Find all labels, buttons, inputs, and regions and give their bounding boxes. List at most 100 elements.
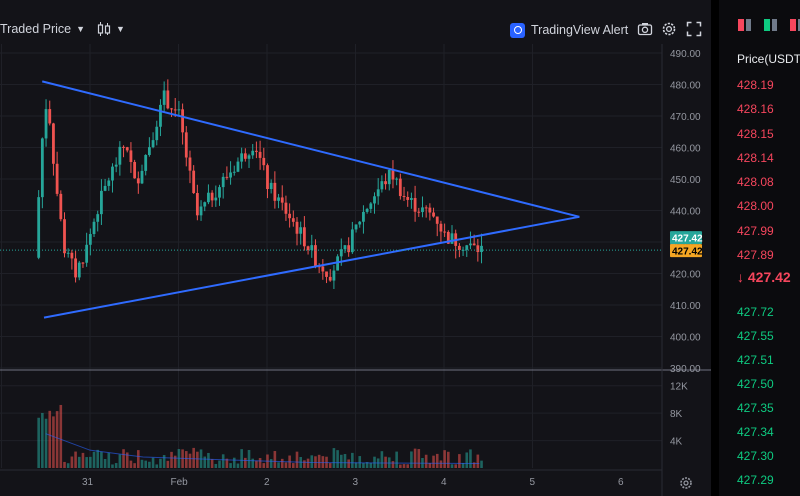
candle-body [133,161,137,179]
axis-settings-icon[interactable] [680,477,692,489]
volume-bar [391,461,395,468]
candle-body [40,138,44,198]
candle-body [48,109,52,124]
volume-bar [107,452,111,468]
candle-body [284,202,288,214]
price-tick-label: 490.00 [670,49,701,60]
gear-center [683,480,689,486]
bid-price[interactable]: 427.30 [737,449,774,463]
candle-body [232,171,236,173]
bid-price[interactable]: 427.55 [737,329,774,343]
volume-bar [125,452,129,468]
volume-bar [55,411,59,468]
candle-body [181,109,184,133]
volume-bar [262,463,266,468]
ask-price[interactable]: 427.89 [737,247,774,262]
candle-body [443,231,447,233]
candle-body [465,245,469,250]
volume-bar [402,464,406,468]
candle-body [100,190,103,215]
volume-bar [362,463,365,468]
candle-type-dropdown[interactable]: ▼ [97,22,125,36]
volume-bar [144,460,147,468]
volume-bar [284,462,288,468]
candle-body [410,198,413,200]
fullscreen-icon[interactable] [686,21,702,37]
settings-icon[interactable] [661,21,677,37]
time-tick-label: 31 [82,477,94,488]
candle-body [214,197,218,201]
volume-bar [336,450,339,468]
volume-bar [229,463,232,468]
candle-body [199,206,203,216]
volume-bar [214,463,218,468]
ask-price[interactable]: 428.08 [737,175,774,189]
price-tick-label: 480.00 [670,81,701,92]
candle-body [435,216,439,224]
candle-body [380,181,384,190]
bid-price[interactable]: 427.72 [737,305,774,319]
candle-body [413,198,417,212]
candle-body [376,189,380,197]
candle-body [469,243,472,246]
volume-bar [240,449,243,468]
bid-price[interactable]: 427.34 [737,425,774,439]
volume-bar [70,456,74,468]
candle-body [247,155,251,159]
ask-price[interactable]: 428.16 [737,102,774,117]
candle-body [74,258,77,278]
volume-bar [373,456,376,468]
volume-bar [332,448,336,468]
candle-body [77,262,81,278]
candle-body [85,244,89,263]
volume-bar [347,459,350,468]
volume-bar [100,451,103,468]
volume-bar [358,456,362,468]
both-sides-view-icon[interactable] [738,19,752,31]
volume-bar [92,451,96,468]
candle-body [140,170,144,184]
ask-price[interactable]: 428.19 [737,78,774,92]
bid-price[interactable]: 427.35 [737,401,774,415]
candle-body [125,147,129,151]
bids-view-icon[interactable] [764,19,778,31]
chart-panel[interactable]: 490.00480.00470.00460.00450.00440.00430.… [0,0,711,496]
volume-bar [413,448,417,468]
ask-price[interactable]: 427.99 [737,223,774,238]
volume-bar [424,454,428,468]
volume-bar [354,462,358,468]
volume-bar [41,412,44,468]
triangle-lower-line [43,215,580,319]
ask-price[interactable]: 428.14 [737,150,774,165]
volume-bar [173,455,177,468]
camera-icon[interactable] [637,21,653,37]
ask-price[interactable]: 428.00 [737,199,774,214]
volume-bar [196,451,199,468]
volume-bar [140,459,144,468]
candle-body [70,252,74,259]
price-tag-upper-bg [670,231,702,245]
bid-price[interactable]: 427.51 [737,353,774,367]
asks-view-icon[interactable] [790,19,800,31]
candle-body [151,140,155,148]
ask-price[interactable]: 428.15 [737,126,774,141]
tradingview-alert-button[interactable]: TradingView Alert [510,20,628,40]
candle-body [81,262,85,264]
bid-price[interactable]: 427.50 [737,377,774,391]
volume-bar [395,451,398,468]
volume-bar [151,457,155,468]
volume-bar [417,449,421,468]
candle-body [358,221,362,225]
volume-bar [251,458,255,468]
volume-bar [103,459,107,468]
candle-body [37,197,41,258]
candle-body [373,196,376,204]
volume-tick-label: 12K [670,382,688,393]
price-chart[interactable]: 490.00480.00470.00460.00450.00440.00430.… [0,0,711,496]
volume-bar [66,463,70,468]
volume-bar [114,463,118,468]
candle-body [236,161,240,172]
volume-bar [192,447,195,468]
bid-price[interactable]: 427.29 [737,473,774,487]
traded-price-dropdown[interactable]: Traded Price ▼ [0,22,85,36]
